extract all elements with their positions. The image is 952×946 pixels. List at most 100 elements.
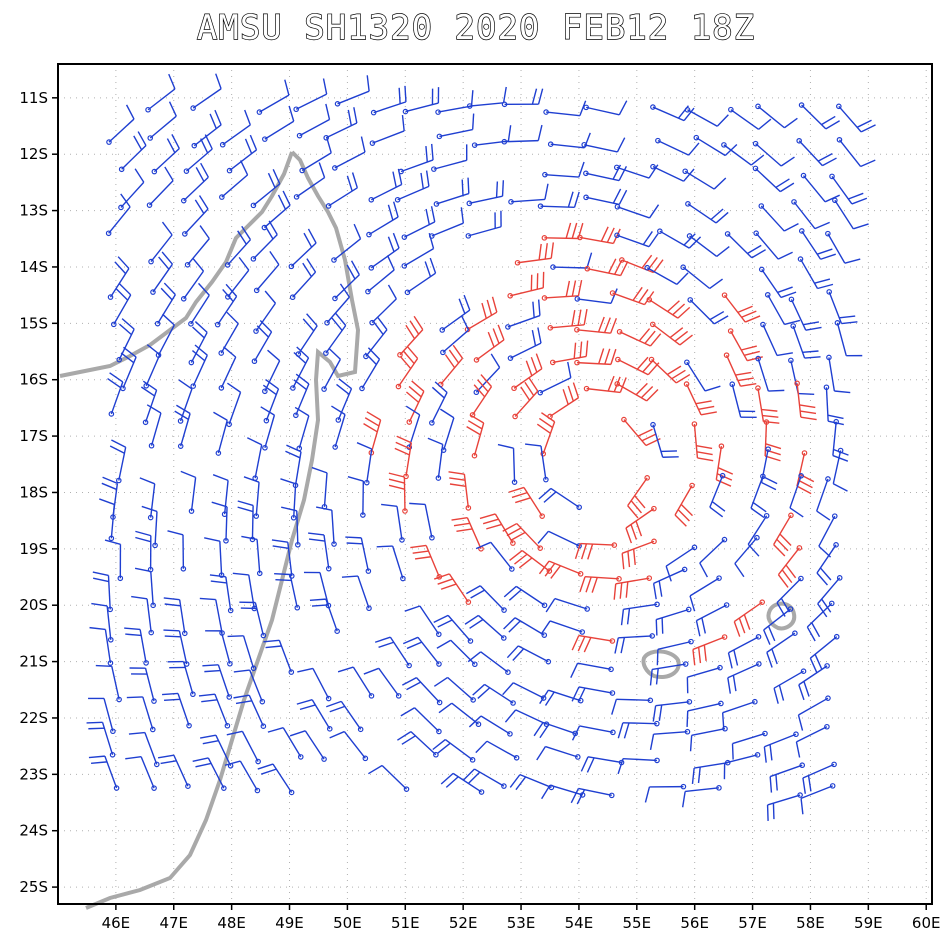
lon-tick-label: 53E xyxy=(507,914,536,932)
wind-barb xyxy=(538,487,582,511)
wind-barb xyxy=(218,346,237,391)
wind-barb xyxy=(764,291,801,326)
wind-barb xyxy=(91,602,114,643)
wind-barb xyxy=(836,136,876,168)
wind-barb xyxy=(402,87,440,115)
wind-barb xyxy=(243,476,260,519)
wind-barb xyxy=(475,740,520,761)
wind-barb xyxy=(214,283,238,328)
wind-barb xyxy=(571,686,616,703)
wind-barb xyxy=(826,354,851,394)
wind-barb xyxy=(124,627,149,666)
lat-tick-label: 24S xyxy=(19,822,48,840)
wind-barb xyxy=(180,258,205,302)
wind-barb xyxy=(832,418,849,462)
mauritius-island xyxy=(766,601,797,631)
wind-barb xyxy=(188,282,210,327)
wind-barb xyxy=(329,730,369,762)
wind-barb xyxy=(370,85,407,116)
lon-tick-label: 57E xyxy=(738,914,767,932)
strong-wind-barb xyxy=(508,486,545,519)
wind-barb xyxy=(541,784,586,800)
wind-barb xyxy=(99,498,116,542)
wind-barb xyxy=(501,88,544,108)
wind-barb xyxy=(650,421,679,458)
wind-barb xyxy=(687,297,729,325)
strong-wind-barb xyxy=(773,512,794,557)
strong-wind-barb xyxy=(433,573,472,605)
wind-barb xyxy=(337,666,375,699)
wind-barb xyxy=(752,140,795,167)
strong-wind-barb xyxy=(796,450,815,495)
wind-barb xyxy=(466,585,507,613)
wind-barb xyxy=(92,571,113,613)
strong-wind-barb xyxy=(502,522,544,551)
wind-barb xyxy=(816,542,839,586)
wind-barb xyxy=(213,411,228,456)
wind-barb xyxy=(162,692,192,729)
wind-barb xyxy=(289,258,317,301)
wind-barb xyxy=(118,168,145,211)
wind-barb xyxy=(543,100,587,117)
lat-tick-label: 13S xyxy=(19,202,48,220)
wind-barb xyxy=(466,86,507,109)
wind-barb xyxy=(571,725,616,741)
strong-wind-barb xyxy=(574,542,618,560)
wind-barb xyxy=(766,792,803,821)
strong-wind-barb xyxy=(574,316,618,334)
wind-barb xyxy=(475,541,515,572)
strong-wind-barb xyxy=(547,308,588,331)
lon-tick-label: 46E xyxy=(102,914,131,932)
lon-tick-label: 54E xyxy=(565,914,594,932)
wind-barb xyxy=(776,575,804,617)
wind-barb xyxy=(497,443,518,485)
wind-barb xyxy=(182,195,209,237)
wind-barb xyxy=(685,201,729,224)
wind-barb xyxy=(806,600,835,642)
wind-barb xyxy=(363,316,388,360)
lon-tick-label: 56E xyxy=(680,914,709,932)
strong-wind-barb xyxy=(692,634,728,666)
wind-barb xyxy=(686,664,723,694)
wind-barb xyxy=(791,199,830,230)
wind-barb xyxy=(817,575,843,618)
wind-barb xyxy=(321,347,341,392)
wind-barb xyxy=(335,378,353,423)
wind-barb xyxy=(750,473,767,519)
wind-barb xyxy=(191,109,222,149)
wind-barb xyxy=(649,661,689,686)
wind-barb xyxy=(209,574,234,614)
wind-barb xyxy=(614,633,656,654)
wind-barb xyxy=(88,755,120,791)
lat-lon-grid xyxy=(58,64,932,904)
strong-wind-barb xyxy=(733,599,766,637)
wind-barb xyxy=(140,380,158,426)
strong-wind-barb xyxy=(646,296,691,319)
wind-barb xyxy=(376,545,406,582)
strong-wind-barb xyxy=(549,340,589,366)
wind-barb xyxy=(263,639,295,675)
wind-barb xyxy=(251,319,273,365)
wind-barb xyxy=(471,125,512,148)
wind-barb xyxy=(262,378,280,424)
wind-barb xyxy=(689,575,722,612)
wind-barb xyxy=(797,256,834,290)
wind-barb xyxy=(224,760,261,794)
wind-barb xyxy=(289,730,327,762)
wind-barb xyxy=(107,256,130,300)
wind-barb xyxy=(433,676,476,703)
wind-barb xyxy=(537,191,580,209)
wind-barb xyxy=(763,731,799,763)
wind-barb xyxy=(281,506,301,548)
strong-wind-barb xyxy=(755,385,780,424)
strong-wind-barb xyxy=(509,550,553,574)
wind-barb xyxy=(682,168,727,190)
wind-barb xyxy=(467,651,511,676)
wind-barb xyxy=(800,172,840,203)
wind-barb xyxy=(570,662,614,678)
strong-wind-barb xyxy=(511,353,543,392)
wind-barb xyxy=(148,221,173,265)
wind-barb xyxy=(537,361,572,396)
wind-barb xyxy=(347,476,366,518)
wind-barb xyxy=(465,210,502,239)
